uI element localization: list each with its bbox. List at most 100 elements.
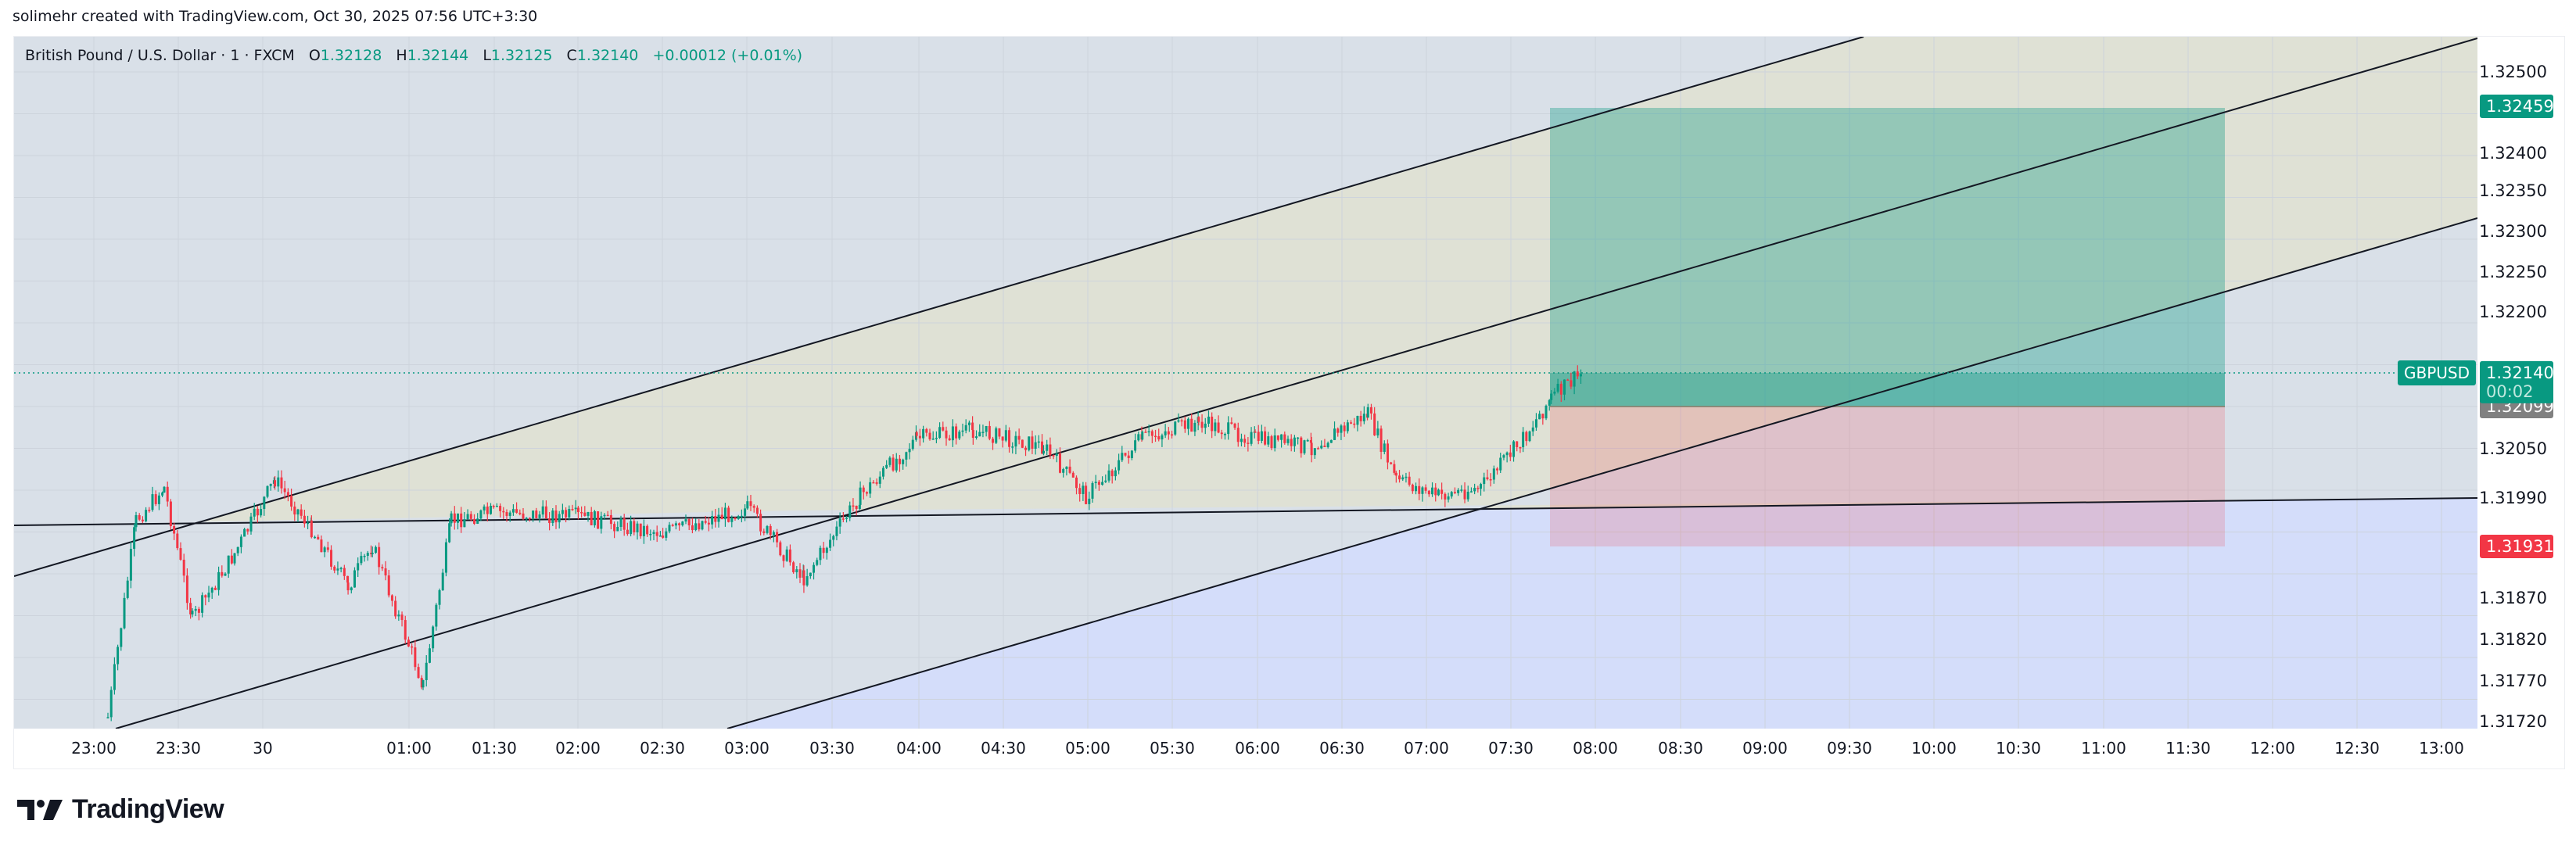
time-axis-label: 08:30: [1658, 739, 1703, 758]
candle-body: [538, 514, 541, 518]
candle-body: [1240, 439, 1243, 442]
open-value: 1.32128: [320, 47, 382, 64]
candle-body: [978, 432, 981, 437]
candle-body: [1398, 475, 1401, 480]
candle-body: [317, 536, 320, 540]
candle-body: [1200, 421, 1204, 428]
candle-body: [1541, 414, 1545, 419]
chart-canvas[interactable]: [14, 37, 2477, 729]
candle-body: [1386, 443, 1389, 463]
candle-body: [457, 513, 459, 523]
candle-body: [1164, 431, 1167, 435]
candle-body: [1516, 441, 1519, 448]
candle-body: [798, 569, 802, 578]
candle-body: [1359, 415, 1362, 421]
candle-body: [1545, 405, 1548, 419]
candle-body: [762, 531, 766, 533]
candle-body: [1127, 455, 1130, 458]
candle-body: [224, 573, 227, 576]
candle-body: [473, 518, 475, 524]
candle-body: [633, 521, 636, 532]
candle-body: [518, 512, 522, 514]
candle-body: [422, 679, 425, 688]
candle-body: [307, 522, 310, 525]
candle-body: [684, 519, 687, 522]
candle-body: [832, 536, 835, 540]
candle-body: [166, 486, 169, 502]
candle-body: [1336, 428, 1340, 433]
candle-body: [869, 482, 872, 494]
time-axis-label: 12:00: [2250, 739, 2295, 758]
candle-body: [825, 547, 828, 553]
candle-body: [616, 526, 619, 532]
time-axis[interactable]: 23:00 23:30 30 01:00 01:30 02:00 02:30 03:00 03:…: [14, 729, 2477, 767]
candle-body: [1068, 466, 1071, 473]
candle-body: [1107, 470, 1110, 481]
candle-body: [217, 571, 221, 590]
candle-body: [809, 572, 812, 577]
candle-body: [955, 426, 958, 439]
candle-body: [490, 506, 492, 514]
candle-body: [935, 438, 938, 439]
candle-body: [1460, 489, 1463, 491]
candle-body: [1264, 431, 1267, 445]
candle-body: [609, 514, 612, 525]
candle-body: [336, 568, 339, 571]
candle-body: [1512, 441, 1516, 457]
time-axis-label: 03:00: [724, 739, 770, 758]
candle-body: [859, 487, 862, 505]
price-axis[interactable]: 1.32500 1.32400 1.32350 1.32300 1.32250 1.322…: [2477, 37, 2564, 731]
candle-body: [163, 486, 166, 493]
candle-body: [109, 690, 113, 718]
candle-body: [194, 608, 197, 611]
candle-body: [1223, 434, 1226, 435]
candle-body: [1444, 493, 1447, 500]
candle-body: [323, 547, 326, 553]
candle-body: [630, 521, 633, 535]
candle-body: [1550, 393, 1553, 400]
candle-body: [1121, 453, 1124, 460]
candle-body: [1157, 436, 1161, 440]
outside-channel-bottom: [14, 218, 2477, 729]
candle-body: [1183, 420, 1186, 429]
candle-body: [687, 519, 691, 526]
candle-body: [230, 555, 233, 564]
candle-body: [1466, 491, 1469, 500]
candle-body: [1250, 432, 1253, 444]
candle-body: [1037, 441, 1040, 443]
candle-body: [263, 496, 266, 510]
time-axis-label: 01:00: [386, 739, 432, 758]
candle-body: [914, 432, 917, 440]
candle-body: [964, 424, 967, 431]
candle-body: [541, 506, 544, 515]
price-axis-label: 1.31770: [2479, 672, 2547, 690]
candle-body: [499, 506, 502, 511]
price-axis-label: 1.32500: [2479, 63, 2547, 81]
candle-body: [613, 524, 616, 532]
tradingview-logo[interactable]: TradingView: [17, 794, 224, 825]
candle-body: [922, 428, 925, 439]
candle-body: [971, 430, 974, 439]
candle-body: [580, 512, 583, 514]
candle-body: [151, 494, 154, 510]
candle-body: [829, 539, 832, 548]
chart-plot-area[interactable]: [14, 37, 2477, 729]
candle-body: [961, 430, 964, 432]
candle-body: [483, 506, 486, 510]
candle-body: [197, 608, 200, 613]
candle-body: [1509, 452, 1512, 457]
time-axis-label: 04:00: [896, 739, 942, 758]
candle-body: [701, 521, 704, 530]
candle-body: [1525, 432, 1528, 442]
candle-body: [1405, 476, 1408, 478]
candle-body: [1217, 422, 1220, 433]
time-axis-label: 07:00: [1404, 739, 1449, 758]
candle-body: [915, 432, 918, 436]
horizontal-trendline: [14, 497, 2477, 526]
time-axis-label: 11:30: [2165, 739, 2211, 758]
candle-body: [293, 506, 296, 515]
candle-body: [425, 662, 428, 680]
candle-body: [1469, 491, 1473, 493]
candle-body: [1104, 480, 1107, 482]
candle-body: [1161, 435, 1164, 440]
